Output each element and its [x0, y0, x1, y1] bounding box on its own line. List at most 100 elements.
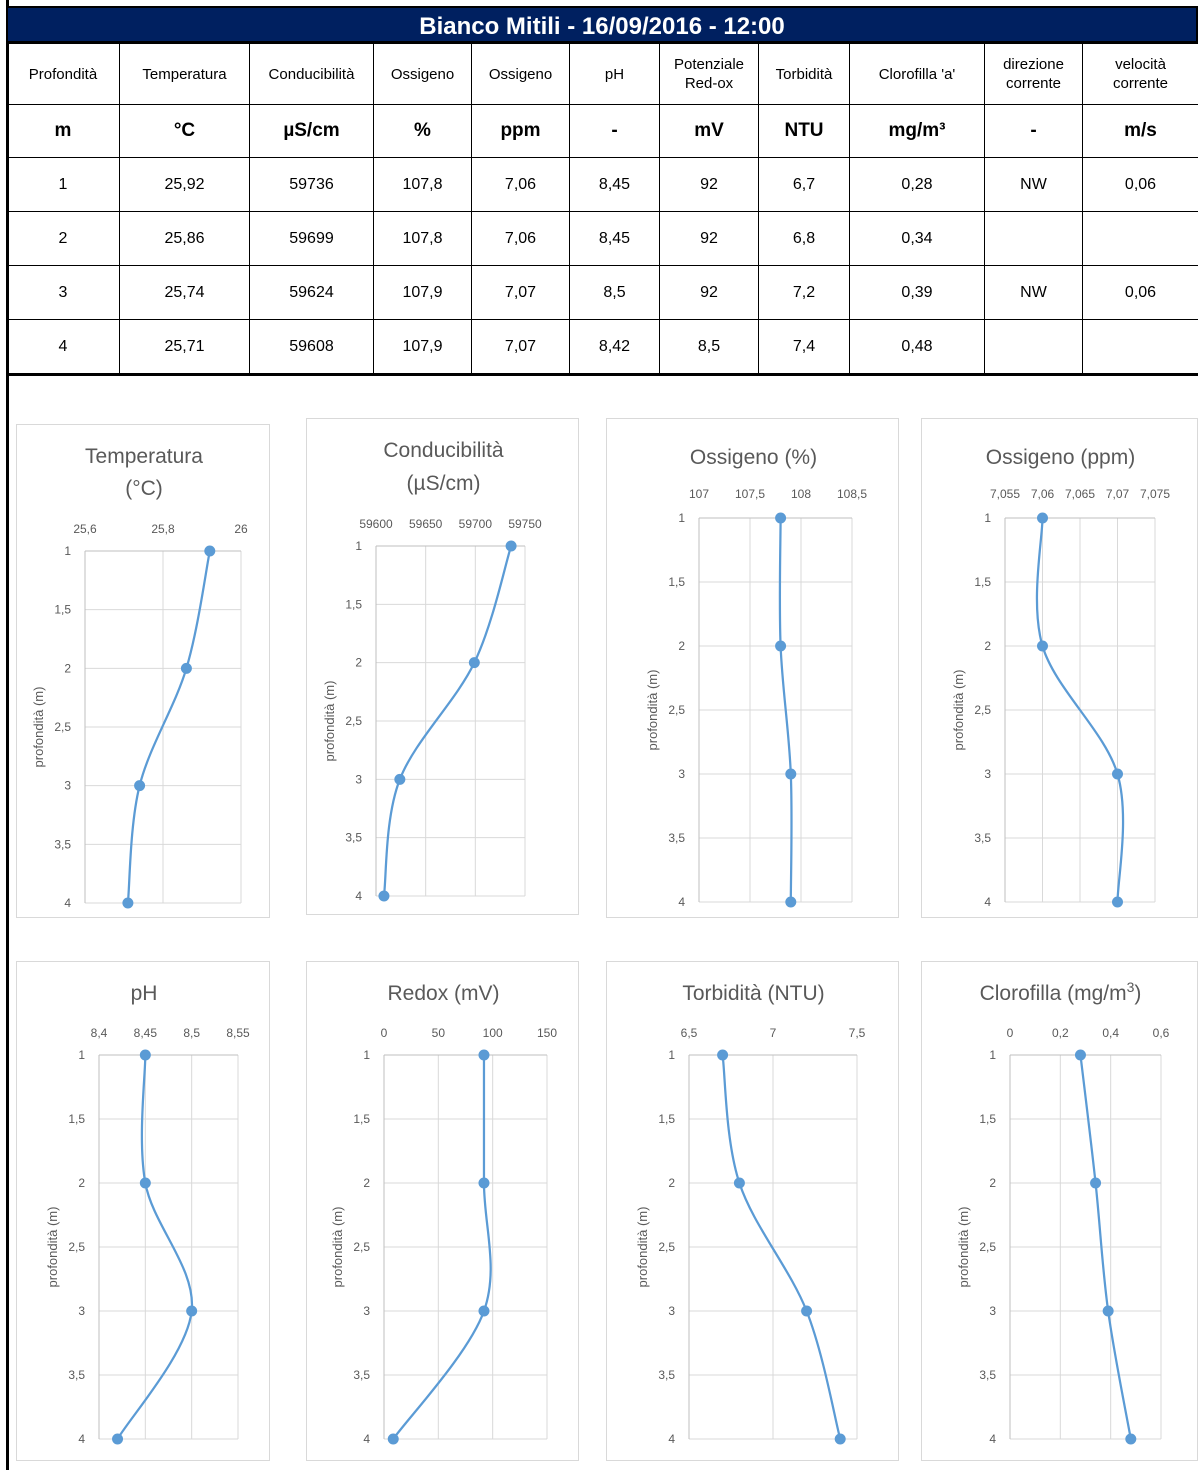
y-tick-label: 1,5	[353, 1112, 370, 1126]
sheet-title: Bianco Mitili - 16/09/2016 - 12:00	[6, 6, 1198, 43]
chart-svg: Ossigeno (ppm) 7,055 7,06 7,065 7,07 7,075 1 1,…	[951, 446, 1170, 909]
data-point	[122, 897, 134, 909]
units-row-cell: ppm	[471, 104, 570, 158]
chart-title: (°C)	[125, 477, 163, 500]
y-tick-label: 2,5	[974, 703, 991, 717]
data-point	[834, 1433, 846, 1445]
y-tick-label: 1,5	[658, 1112, 675, 1126]
header-row-cell: velocità corrente	[1082, 43, 1198, 105]
chart-title: Torbidità (NTU)	[682, 982, 824, 1005]
y-axis-label: profondità (m)	[645, 670, 660, 751]
data-point	[478, 1305, 490, 1317]
data-point	[139, 1177, 151, 1189]
chart-svg: Torbidità (NTU) 6,5 7 7,5 1 1,5 2 2,5 3 3,5 4 profo…	[635, 982, 866, 1446]
data-row-cell: 7,2	[758, 265, 850, 320]
header-row-cell: Ossigeno	[471, 43, 570, 105]
data-row-cell	[1082, 211, 1198, 266]
series-line	[1035, 517, 1125, 903]
y-tick-label: 2,5	[345, 714, 362, 728]
x-tick-label: 108,5	[837, 487, 867, 501]
y-axis-label: profondità (m)	[330, 1207, 345, 1288]
y-tick-label: 4	[363, 1432, 370, 1446]
data-row-cell: 7,06	[471, 157, 570, 212]
y-tick-label: 3	[989, 1304, 996, 1318]
units-row-cell: mg/m³	[849, 104, 985, 158]
header-row-cell: Ossigeno	[373, 43, 472, 105]
data-point	[180, 662, 192, 674]
data-row-cell: 59736	[249, 157, 374, 212]
header-row-cell: Clorofilla 'a'	[849, 43, 985, 105]
chart-7: Clorofilla (mg/m3) 0 0,2 0,4 0,6 1 1,5 2 2,5 3 3,5…	[921, 961, 1198, 1461]
y-tick-label: 2,5	[68, 1240, 85, 1254]
y-tick-label: 3,5	[345, 831, 362, 845]
chart-title: pH	[131, 982, 158, 1005]
y-tick-label: 1,5	[668, 575, 685, 589]
y-tick-label: 4	[989, 1432, 996, 1446]
x-tick-label: 7,5	[849, 1026, 866, 1040]
y-tick-label: 1,5	[979, 1112, 996, 1126]
data-point	[139, 1049, 151, 1061]
y-tick-label: 3,5	[54, 837, 71, 851]
y-axis-label: profondità (m)	[951, 670, 966, 751]
y-tick-label: 1,5	[974, 575, 991, 589]
chart-2: Ossigeno (%) 107 107,5 108 108,5 1 1,5 2 2,5 3 3,5…	[606, 418, 899, 918]
data-point	[378, 890, 390, 902]
x-tick-label: 7,06	[1031, 487, 1055, 501]
header-row-cell: Temperatura	[119, 43, 250, 105]
data-row: 4 25,71 59608 107,9 7,07 8,42 8,5 7,4 0,48	[6, 319, 1198, 375]
x-tick-label: 59600	[359, 517, 393, 531]
chart-svg: Ossigeno (%) 107 107,5 108 108,5 1 1,5 2 2,5 3 3,5…	[645, 446, 867, 909]
units-row-cell: °C	[119, 104, 250, 158]
units-row-cell: %	[373, 104, 472, 158]
data-row-cell: 107,9	[373, 319, 472, 375]
x-tick-label: 107,5	[735, 487, 765, 501]
data-point	[394, 773, 406, 785]
data-row-cell: 8,45	[569, 211, 660, 266]
data-point	[717, 1049, 729, 1061]
chart-svg: pH 8,4 8,45 8,5 8,55 1 1,5 2 2,5 3 3,5 4 profondità …	[45, 982, 250, 1446]
data-row-cell: 2	[6, 211, 120, 266]
y-tick-label: 3,5	[658, 1368, 675, 1382]
data-point	[1102, 1305, 1114, 1317]
header-row-cell: Torbidità	[758, 43, 850, 105]
data-row: 3 25,74 59624 107,9 7,07 8,5 92 7,2 0,39 NW 0,06	[6, 265, 1198, 320]
data-point	[387, 1433, 399, 1445]
x-tick-label: 0,4	[1102, 1026, 1119, 1040]
data-point	[468, 657, 480, 669]
x-tick-label: 59750	[508, 517, 542, 531]
y-tick-label: 3	[363, 1304, 370, 1318]
header-row-cell: Conducibilità	[249, 43, 374, 105]
y-tick-label: 1	[984, 511, 991, 525]
chart-title: Ossigeno (ppm)	[986, 446, 1135, 469]
data-row-cell: 1	[6, 157, 120, 212]
chart-title: Clorofilla (mg/m3)	[980, 979, 1142, 1005]
data-row-cell: 59624	[249, 265, 374, 320]
x-tick-label: 0	[1007, 1026, 1014, 1040]
x-tick-label: 7,055	[990, 487, 1020, 501]
y-tick-label: 3,5	[979, 1368, 996, 1382]
series-line	[1079, 1054, 1132, 1440]
data-row-cell: 8,5	[569, 265, 660, 320]
header-row-cell: direzione corrente	[984, 43, 1083, 105]
y-tick-label: 2	[668, 1176, 675, 1190]
units-row-cell: -	[569, 104, 660, 158]
x-tick-label: 7,07	[1106, 487, 1130, 501]
data-point	[1112, 896, 1123, 908]
y-tick-label: 3	[668, 1304, 675, 1318]
data-row-cell: 92	[659, 265, 759, 320]
data-point	[785, 896, 797, 908]
data-row-cell: 25,86	[119, 211, 250, 266]
x-tick-label: 8,5	[183, 1026, 200, 1040]
x-tick-label: 26	[234, 522, 248, 536]
chart-0: Temperatura (°C) 25,6 25,8 26 1 1,5 2 2,5 3 3,5 4 pr…	[16, 424, 270, 918]
y-tick-label: 3	[678, 767, 685, 781]
series-line	[126, 550, 211, 904]
data-row-cell: 7,4	[758, 319, 850, 375]
y-tick-label: 1	[668, 1048, 675, 1062]
y-axis-label: profondità (m)	[635, 1207, 650, 1288]
y-tick-label: 4	[78, 1432, 85, 1446]
x-tick-label: 6,5	[681, 1026, 698, 1040]
data-row-cell: NW	[984, 157, 1083, 212]
header-row-cell: Potenziale Red-ox	[659, 43, 759, 105]
measurements-table: Profondità Temperatura Conducibilità Ossige…	[6, 43, 1198, 376]
